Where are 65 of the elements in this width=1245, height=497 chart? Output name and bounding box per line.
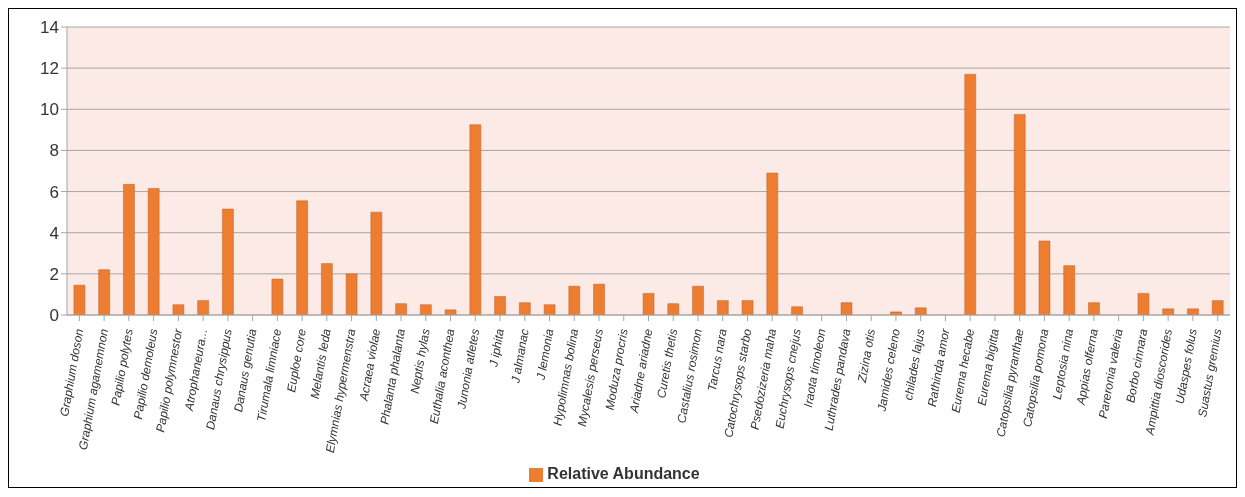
legend-label: Relative Abundance: [547, 465, 700, 482]
bar: [222, 208, 234, 315]
y-tick-label: 6: [49, 182, 59, 202]
bar: [964, 74, 976, 315]
y-tick-label: 10: [40, 100, 59, 120]
x-tick-label: Curetis thetis: [654, 327, 681, 400]
x-tick-label: Danaus genutia: [231, 327, 260, 414]
bar: [98, 269, 110, 315]
bar: [791, 306, 803, 315]
x-tick-label: Neptis hylas: [407, 327, 433, 395]
bar: [1187, 308, 1199, 315]
bar: [1088, 302, 1100, 315]
x-tick-label: Acraea violae: [356, 327, 384, 403]
bar: [915, 307, 927, 315]
bar: [123, 184, 135, 315]
bar: [1063, 265, 1075, 315]
bar: [296, 200, 308, 315]
y-tick-label: 0: [49, 306, 59, 326]
bar: [593, 283, 605, 315]
bar: [271, 278, 284, 315]
bar: [543, 304, 556, 315]
bar: [840, 302, 853, 315]
bar: [741, 300, 754, 315]
y-tick-label: 14: [40, 18, 59, 38]
bar: [642, 293, 655, 315]
bar: [1162, 308, 1174, 315]
bar: [692, 285, 704, 315]
bar: [321, 263, 333, 315]
bar: [1038, 240, 1051, 315]
x-tick-label: Melantis leda: [307, 327, 334, 400]
bar: [469, 124, 482, 315]
bar: [345, 273, 358, 315]
x-tick-label: J almanac: [508, 327, 532, 386]
bar: [494, 296, 506, 315]
bar: [1137, 293, 1150, 315]
bar: [395, 303, 407, 315]
bar: [73, 284, 86, 315]
x-tick-label: Moduza procris: [602, 327, 631, 411]
x-tick-label: Papilio polytes: [108, 327, 136, 407]
x-tick-label: Junonia atletes: [454, 327, 483, 411]
bar: [370, 211, 383, 315]
y-tick-label: 12: [40, 59, 59, 79]
bar: [444, 309, 457, 315]
bar: [147, 188, 160, 315]
bar: [890, 311, 902, 315]
bar: [172, 304, 185, 315]
bar: [1013, 114, 1026, 315]
bar: [197, 300, 209, 315]
x-tick-label: Borbo cinnara: [1123, 327, 1151, 404]
x-tick-label: J lemonia: [533, 327, 557, 382]
bar: [420, 304, 432, 315]
bar: [717, 300, 729, 315]
bar: [667, 303, 680, 315]
x-tick-label: Iraota timoleon: [801, 327, 829, 409]
x-tick-label: Euploe core: [284, 327, 310, 394]
bar: [1211, 300, 1224, 315]
bar: [519, 302, 531, 315]
bar: [568, 285, 581, 315]
y-tick-label: 4: [49, 223, 59, 243]
x-tick-label: Udaspes folus: [1172, 327, 1200, 406]
bar: [766, 172, 779, 315]
x-tick-label: Tarcus nara: [704, 327, 730, 393]
y-tick-label: 2: [49, 264, 59, 284]
x-tick-label: J iphita: [486, 327, 507, 369]
y-tick-label: 8: [49, 141, 59, 161]
